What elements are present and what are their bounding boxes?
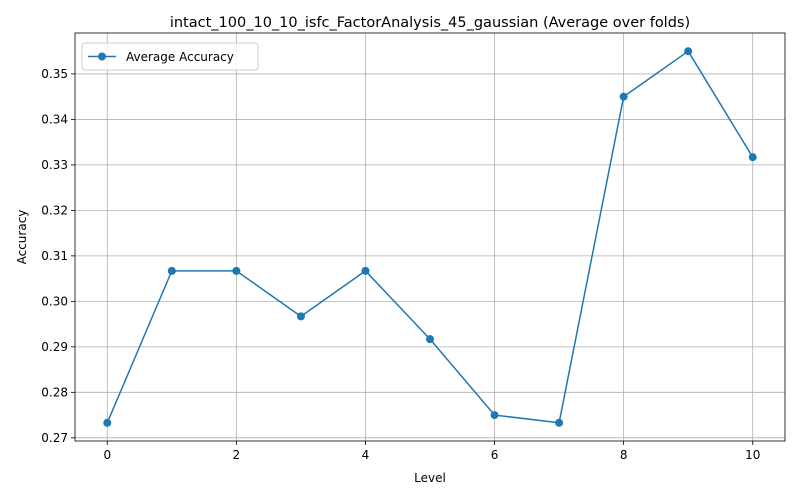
data-point xyxy=(296,312,305,321)
legend-box xyxy=(81,42,259,71)
legend: Average Accuracy xyxy=(81,42,259,71)
y-tick-label: 0.30 xyxy=(41,294,68,308)
data-point xyxy=(748,153,757,162)
data-point xyxy=(426,335,434,344)
legend-entry-average-accuracy: Average Accuracy xyxy=(126,50,234,64)
x-tick-label: 4 xyxy=(362,448,370,462)
y-tick-label: 0.27 xyxy=(41,431,68,445)
data-point xyxy=(684,47,693,56)
x-tick-label: 10 xyxy=(745,448,760,462)
series-group xyxy=(103,47,757,427)
y-tick-label: 0.31 xyxy=(41,249,68,263)
x-tick-label: 0 xyxy=(103,448,111,462)
y-tick-label: 0.29 xyxy=(41,340,68,354)
data-point xyxy=(103,418,112,427)
data-point xyxy=(232,266,241,275)
data-point xyxy=(490,411,499,420)
x-tick-label: 8 xyxy=(620,448,628,462)
legend-marker-swatch xyxy=(98,52,106,61)
data-point xyxy=(555,418,564,427)
y-tick-label: 0.35 xyxy=(41,67,68,81)
plot-frame xyxy=(74,32,786,442)
y-tick-label: 0.28 xyxy=(41,385,68,399)
data-point xyxy=(167,266,176,275)
chart-title: intact_100_10_10_isfc_FactorAnalysis_45_… xyxy=(170,15,690,31)
x-tick-label: 2 xyxy=(233,448,241,462)
data-point xyxy=(361,266,370,275)
y-axis-label: Accuracy xyxy=(15,210,29,265)
grid xyxy=(75,33,785,441)
x-axis-label: Level xyxy=(414,471,446,485)
ticks: 0 2 4 6 8 10 0.27 0.28 0.29 0.30 0.31 0.32 0.33 0.34 0… xyxy=(41,67,760,462)
x-tick-label: 6 xyxy=(491,448,499,462)
y-tick-label: 0.33 xyxy=(41,158,68,172)
y-tick-label: 0.34 xyxy=(41,112,68,126)
data-point xyxy=(619,92,628,101)
y-tick-label: 0.32 xyxy=(41,203,68,217)
